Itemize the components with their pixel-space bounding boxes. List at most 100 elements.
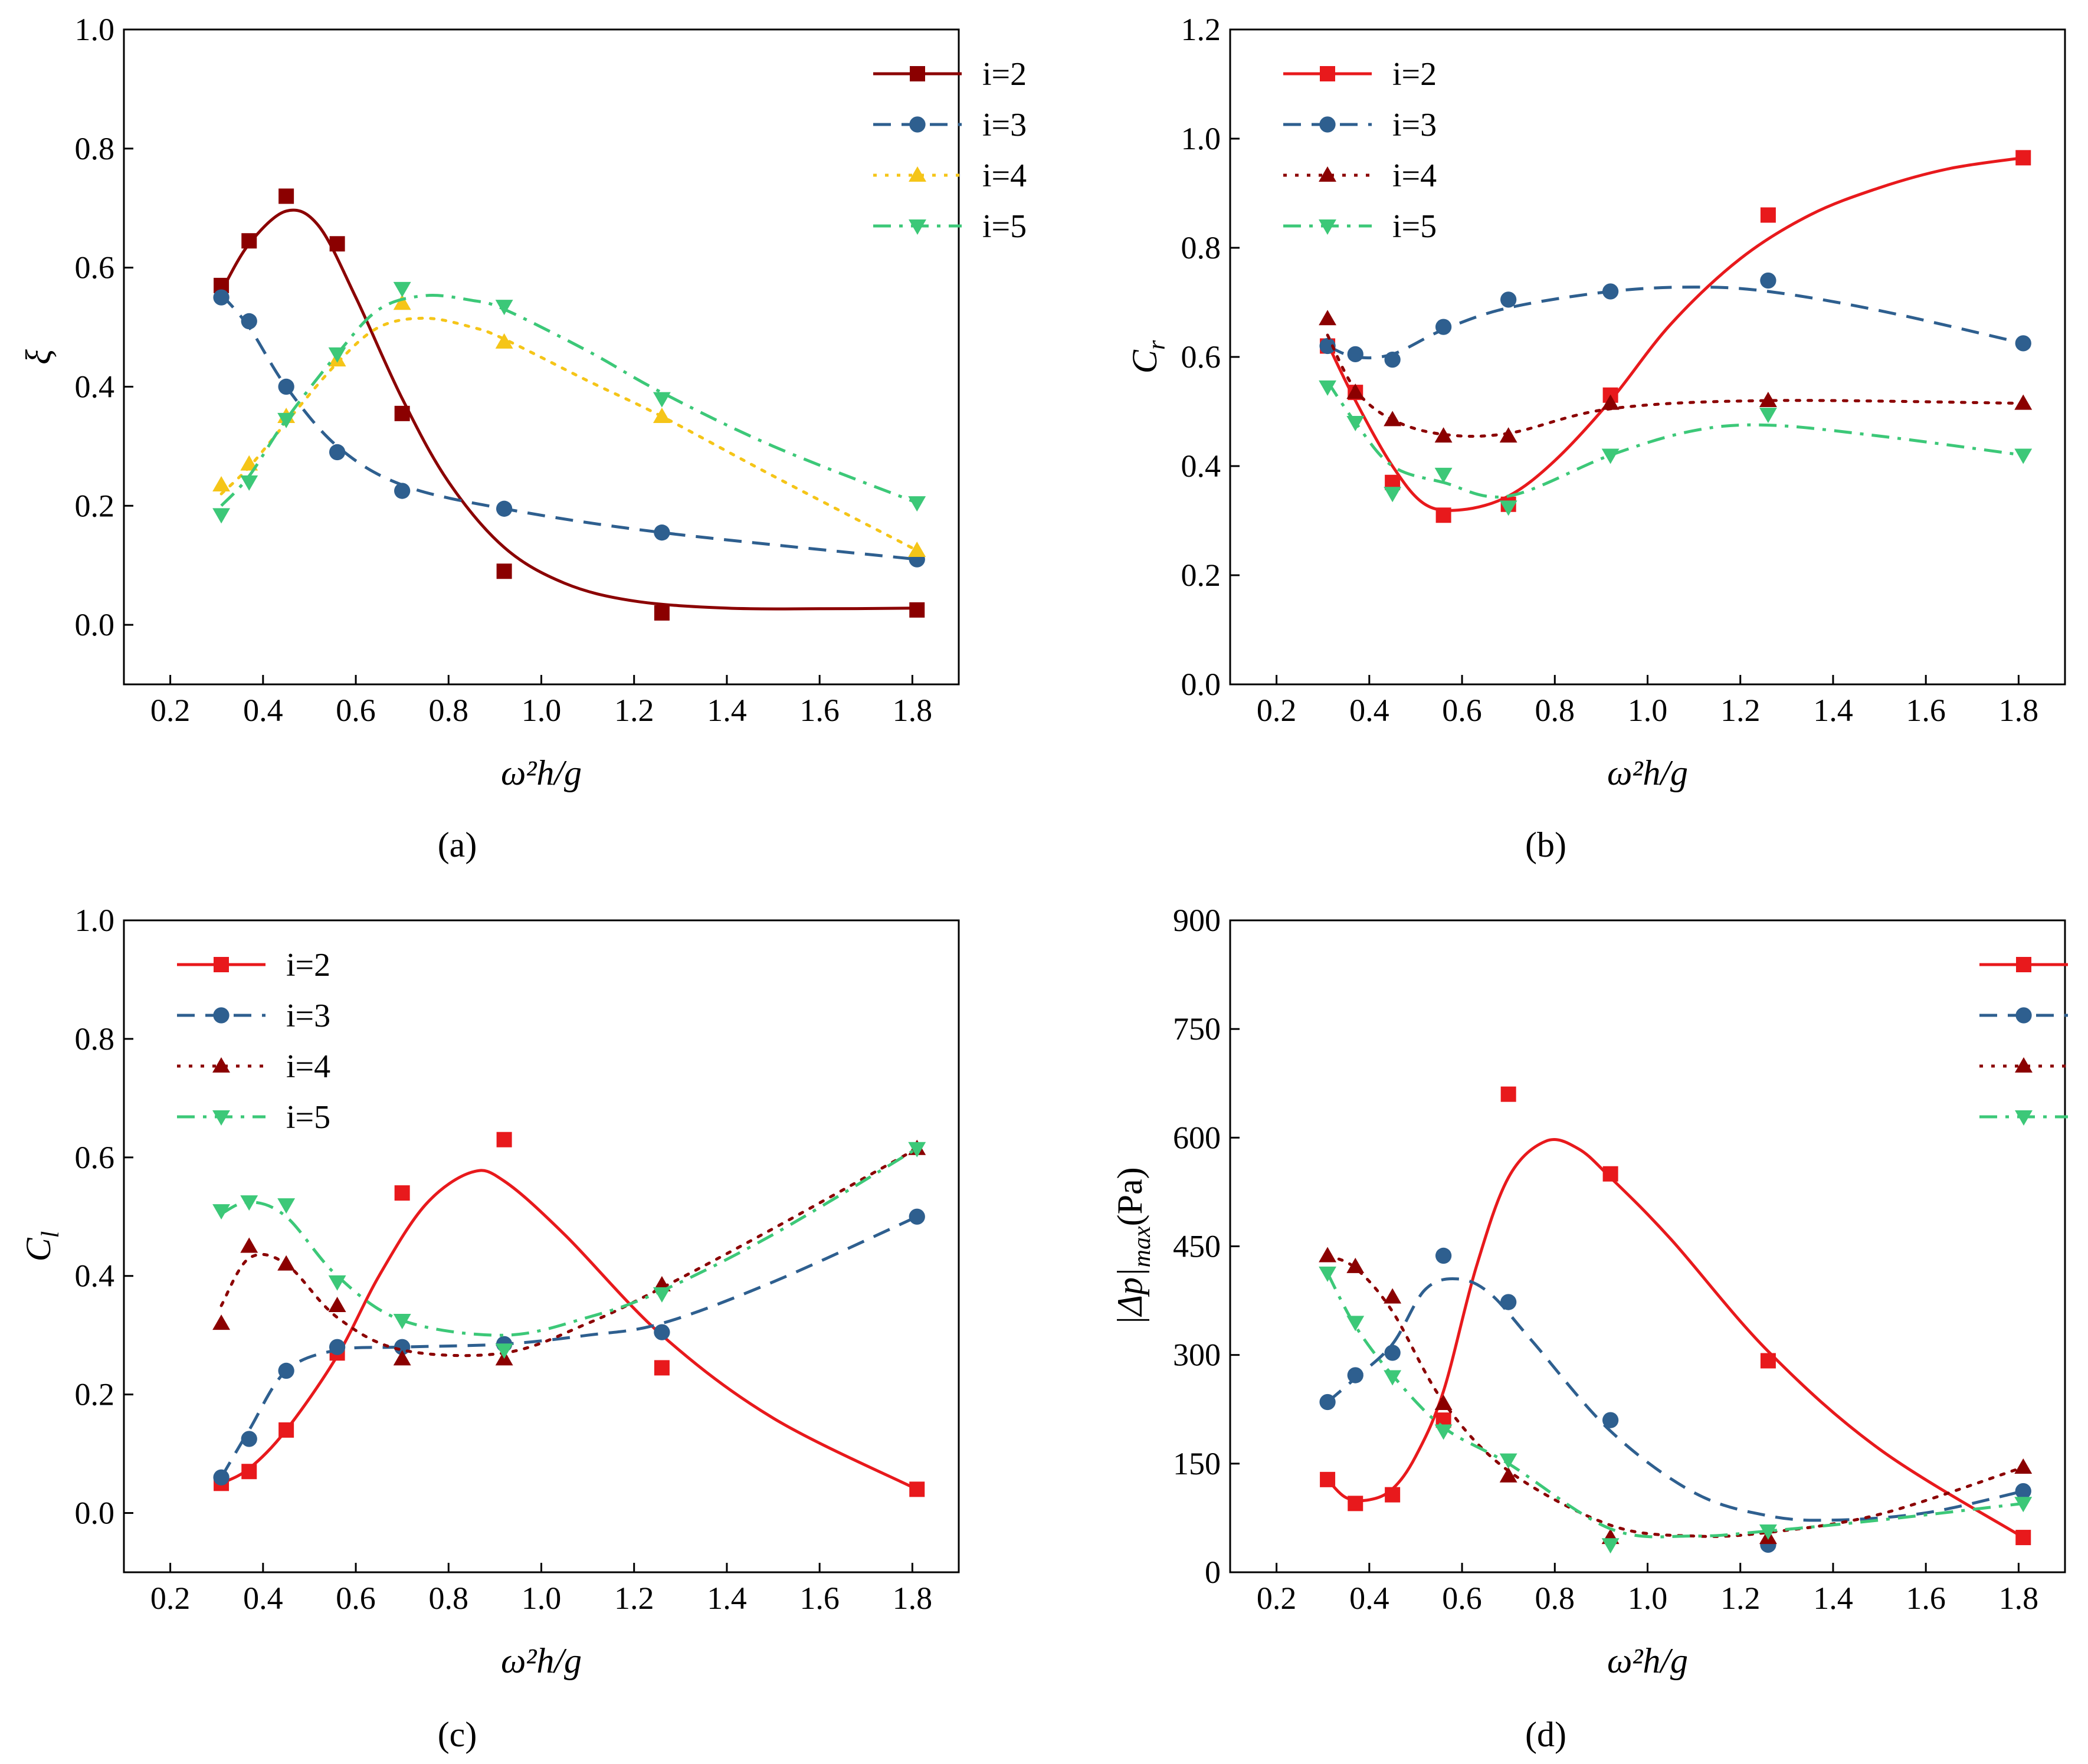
panel-a-series-i5-point	[328, 347, 346, 363]
panel-d-series-i5-point	[1759, 1524, 1777, 1540]
panel-d-legend-marker-i5	[2015, 1110, 2033, 1126]
panel-c-legend: i=2 i=3 i=4 i=5	[177, 947, 330, 1136]
panel-b-series-i5-point	[1434, 467, 1453, 483]
panel-c-series-i5-line	[220, 1147, 918, 1337]
panel-a-ytick-label: 0.6	[75, 250, 115, 286]
panel-a-series-i4-point	[653, 407, 671, 423]
panel-c-series-i5-point	[277, 1198, 296, 1214]
panel-d-ytick-label: 450	[1173, 1229, 1221, 1264]
panel-d-series-i3-point	[1435, 1247, 1452, 1264]
panel-d-ytick-label: 900	[1173, 903, 1221, 938]
panel-b-legend-label-i3: i=3	[1392, 107, 1437, 143]
panel-c-xtick-label: 1.6	[799, 1581, 840, 1616]
panel-a-legend-marker-i5	[909, 219, 926, 235]
panel-b-xtick-label: 1.4	[1813, 693, 1853, 728]
panel-a-series-i5-point	[240, 475, 258, 491]
panel-a-ytick-label: 1.0	[75, 12, 115, 47]
panel-b-legend: i=2 i=3 i=4 i=5	[1283, 56, 1437, 245]
panel-c-legend-marker-i3	[213, 1007, 230, 1024]
panel-b-xtick-label: 1.0	[1628, 693, 1668, 728]
panel-b-series-i5	[1319, 380, 2033, 516]
panel-b-ytick-label: 0.6	[1181, 339, 1221, 375]
panel-a-series-i2-point	[496, 563, 512, 579]
panel-c-xtick-label: 1.2	[614, 1581, 654, 1616]
panel-a-series-i3-point	[654, 524, 670, 541]
panel-b-ylabel-main: C	[1125, 349, 1164, 373]
panel-d-series-i5-point	[1319, 1266, 1337, 1282]
panel-c-ylabel-sub: l	[37, 1231, 64, 1238]
panel-b-series-i4-point	[1434, 427, 1453, 443]
panel-b-series-i5-point	[1346, 415, 1365, 431]
panel-a-series-i5-point	[393, 281, 411, 297]
panel-d-ylabel-prefix: |Δp|	[1110, 1267, 1149, 1325]
panel-d-series-i5-point	[1499, 1453, 1517, 1469]
panel-a-series-i2-point	[394, 405, 410, 421]
panel-c-ytick-label: 1.0	[75, 903, 115, 938]
panel-d-xtick-label: 1.0	[1628, 1581, 1668, 1616]
panel-a-series-i3	[213, 289, 925, 568]
panel-b-series-i5-point	[1319, 380, 1337, 396]
panel-b-ytick-label: 0.0	[1181, 667, 1221, 702]
panel-d-ytick-label: 300	[1173, 1337, 1221, 1373]
panel-c-xtick-label: 0.8	[429, 1581, 469, 1616]
panel-d-series-i4-point	[2014, 1458, 2033, 1474]
panel-d-xtick-label: 0.4	[1349, 1581, 1389, 1616]
panel-c-xlabel: ω²h/g	[501, 1641, 582, 1680]
panel-d-label: (d)	[1525, 1715, 1566, 1754]
panel-a-series-i3-point	[496, 500, 513, 517]
panel-c-ytick-label: 0.6	[75, 1140, 115, 1175]
panel-c-legend-marker-i2	[214, 957, 229, 972]
panel-a-series-i3-point	[329, 444, 346, 461]
panel-d-xtick-label: 1.2	[1720, 1581, 1761, 1616]
panel-d-plot-frame	[1229, 919, 2066, 1573]
panel-d-series-i2-point	[1348, 1496, 1363, 1511]
panel-c-legend-marker-i4	[212, 1057, 230, 1073]
panel-d-series-i4-line	[1326, 1254, 2025, 1538]
panel-b-xtick-label: 1.2	[1720, 693, 1761, 728]
panel-c-xtick-label: 1.8	[893, 1581, 933, 1616]
panel-d-ytick-label: 750	[1173, 1011, 1221, 1047]
panel-b-legend-marker-i3	[1319, 116, 1336, 133]
panel-c-xtick-label: 0.6	[336, 1581, 376, 1616]
panel-c-series-i2-line	[220, 1169, 918, 1491]
panel-b-series-i3-point	[1347, 346, 1363, 363]
panel-a-series-i5-point	[653, 392, 671, 408]
panel-c-ytick-label: 0.8	[75, 1021, 115, 1057]
panel-a-xtick-label: 1.2	[614, 693, 654, 728]
panel-c-legend-label-i5: i=5	[286, 1099, 330, 1136]
panel-b-series-i4	[1319, 310, 2033, 443]
panel-c-series-i5	[212, 1142, 926, 1359]
panel-b-legend-marker-i4	[1319, 166, 1336, 182]
panel-d-xlabel: ω²h/g	[1607, 1641, 1688, 1680]
panel-b-series-i4-point	[1499, 427, 1517, 443]
panel-d-ylabel-sub: max	[1129, 1226, 1156, 1267]
panel-b-series-i4-point	[1384, 411, 1402, 427]
panel-d-series-i3-point	[1384, 1345, 1401, 1361]
panel-c-series-i2-point	[278, 1422, 294, 1438]
panel-d-series-i5-point	[2014, 1497, 2033, 1513]
panel-a-series-i2-point	[241, 233, 257, 249]
panel-a-series-i5	[212, 281, 926, 524]
panel-b-series-i2-point	[1435, 507, 1451, 523]
panel-a-series-i4-point	[240, 455, 258, 471]
panel-a-series-i5-line	[220, 294, 918, 507]
panel-d-series-i2-point	[1760, 1353, 1776, 1369]
panel-d-series-i3	[1319, 1247, 2031, 1553]
panel-a-legend: i=2 i=3 i=4 i=5	[873, 56, 1027, 245]
panel-b-xtick-label: 0.2	[1257, 693, 1297, 728]
panel-d-xtick-label: 0.6	[1442, 1581, 1482, 1616]
panel-b-series-i5-line	[1326, 381, 2024, 499]
panel-c-series-i4-point	[277, 1255, 296, 1271]
panel-b-legend-label-i4: i=4	[1392, 158, 1437, 194]
panel-d-series-i3-point	[1319, 1394, 1336, 1411]
panel-a-series-i5-point	[495, 300, 513, 316]
panel-b: (b) 0.2 0.4 0.6 0.8 1.0 1.2 1.4 1.6 1.8 0.0 0.2 0.4…	[1125, 12, 2066, 864]
panel-c-legend-label-i4: i=4	[286, 1048, 330, 1085]
panel-d-series-i2	[1320, 1086, 2031, 1546]
panel-a-series-i2	[214, 188, 925, 621]
panel-b-series-i5-point	[1759, 408, 1777, 424]
panel-d-xtick-label: 1.6	[1906, 1581, 1946, 1616]
panel-a-series-i4-point	[393, 294, 411, 310]
panel-b-series-i3-point	[1760, 272, 1776, 289]
